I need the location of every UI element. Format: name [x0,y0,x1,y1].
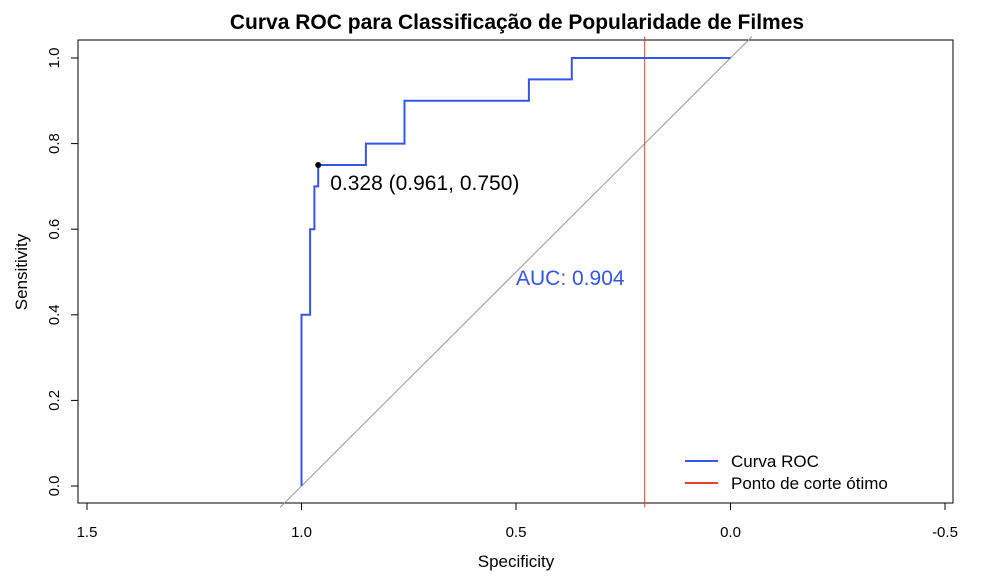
y-tick-label: 0.4 [46,304,63,325]
diagonal-reference-line [279,36,753,508]
legend-label-cutoff: Ponto de corte ótimo [731,474,888,493]
y-tick-label: 0.0 [46,476,63,497]
best-threshold-point [315,162,322,168]
y-axis: 0.0 0.2 0.4 0.6 0.8 1.0 [46,48,79,497]
x-tick-label: 0.0 [720,524,741,541]
legend-label-roc: Curva ROC [731,452,819,471]
y-tick-label: 0.8 [46,133,63,154]
chart-title: Curva ROC para Classificação de Populari… [230,11,804,34]
y-tick-label: 0.2 [46,390,63,411]
x-tick-label: 1.0 [291,524,312,541]
roc-curve [300,57,731,486]
x-tick-label: 0.5 [506,524,527,541]
x-axis: 1.5 1.0 0.5 0.0 -0.5 [77,502,958,541]
x-tick-label: 1.5 [77,524,98,541]
plot-marks: 0.328 (0.961, 0.750) AUC: 0.904 [279,36,753,508]
best-threshold-label: 0.328 (0.961, 0.750) [330,172,519,195]
x-axis-title: Specificity [478,552,555,571]
legend: Curva ROC Ponto de corte ótimo [685,452,888,493]
y-axis-title: Sensitivity [12,233,31,310]
x-tick-label: -0.5 [932,524,958,541]
auc-label: AUC: 0.904 [516,267,625,290]
y-tick-label: 1.0 [46,48,63,69]
y-tick-label: 0.6 [46,219,63,240]
